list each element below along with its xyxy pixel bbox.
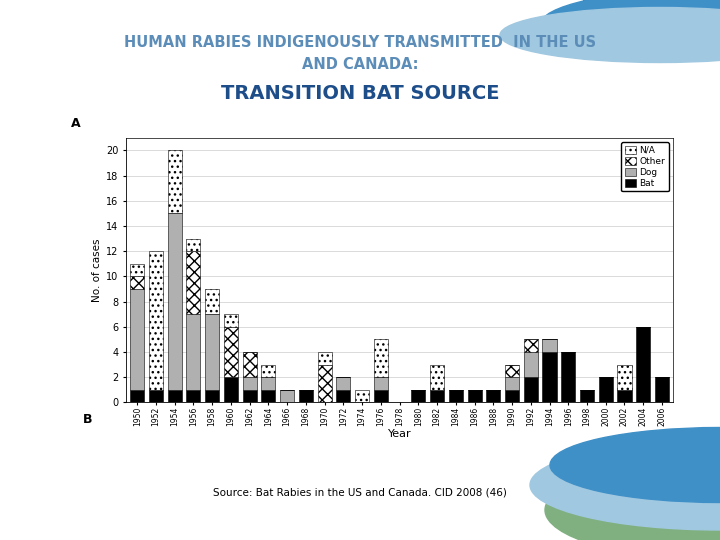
Bar [374,339,388,377]
Legend: N/A, Other, Dog, Bat: N/A, Other, Dog, Bat [621,142,669,191]
Bar [542,339,557,352]
Ellipse shape [550,428,720,503]
Bar [261,364,276,377]
Bar [374,390,388,402]
Bar [130,390,144,402]
Bar [655,377,669,402]
Text: AND CANADA:: AND CANADA: [302,57,418,72]
Bar [261,377,276,390]
Bar [505,364,519,377]
Bar [561,352,575,402]
Bar [186,251,200,314]
Bar [299,390,313,402]
Bar [186,390,200,402]
Bar [168,390,181,402]
Bar [505,390,519,402]
Bar [149,251,163,390]
Text: Source: Bat Rabies in the US and Canada. CID 2008 (46): Source: Bat Rabies in the US and Canada.… [213,488,507,497]
Bar [599,377,613,402]
Text: B: B [83,413,92,426]
Bar [374,377,388,390]
Bar [430,390,444,402]
Bar [261,390,276,402]
X-axis label: Year: Year [388,429,411,438]
Bar [318,352,332,365]
Bar [205,314,219,390]
Ellipse shape [540,0,720,60]
Bar [618,390,631,402]
Bar [149,390,163,402]
Bar [580,390,594,402]
Bar [243,377,257,390]
Bar [205,289,219,314]
Bar [205,390,219,402]
Bar [168,150,181,213]
Bar [168,213,181,390]
Bar [318,364,332,402]
Bar [523,339,538,352]
Bar [224,377,238,402]
Bar [130,264,144,276]
Ellipse shape [545,460,720,540]
Text: A: A [71,117,81,130]
Bar [130,289,144,390]
Bar [523,352,538,377]
Text: TRANSITION BAT SOURCE: TRANSITION BAT SOURCE [221,84,499,103]
Bar [523,377,538,402]
Bar [336,377,351,390]
Text: HUMAN RABIES INDIGENOUSLY TRANSMITTED  IN THE US: HUMAN RABIES INDIGENOUSLY TRANSMITTED IN… [124,35,596,50]
Bar [505,377,519,390]
Bar [542,352,557,402]
Bar [186,314,200,390]
Bar [636,327,650,402]
Bar [224,327,238,377]
Bar [243,352,257,377]
Ellipse shape [530,440,720,530]
Bar [280,390,294,402]
Bar [467,390,482,402]
Bar [355,390,369,402]
Bar [430,364,444,390]
Bar [449,390,463,402]
Ellipse shape [580,0,720,50]
Y-axis label: No. of cases: No. of cases [92,238,102,302]
Bar [130,276,144,289]
Bar [186,239,200,251]
Ellipse shape [500,8,720,63]
Bar [224,314,238,327]
Bar [486,390,500,402]
Bar [411,390,426,402]
Bar [618,364,631,390]
Bar [243,390,257,402]
Bar [336,390,351,402]
